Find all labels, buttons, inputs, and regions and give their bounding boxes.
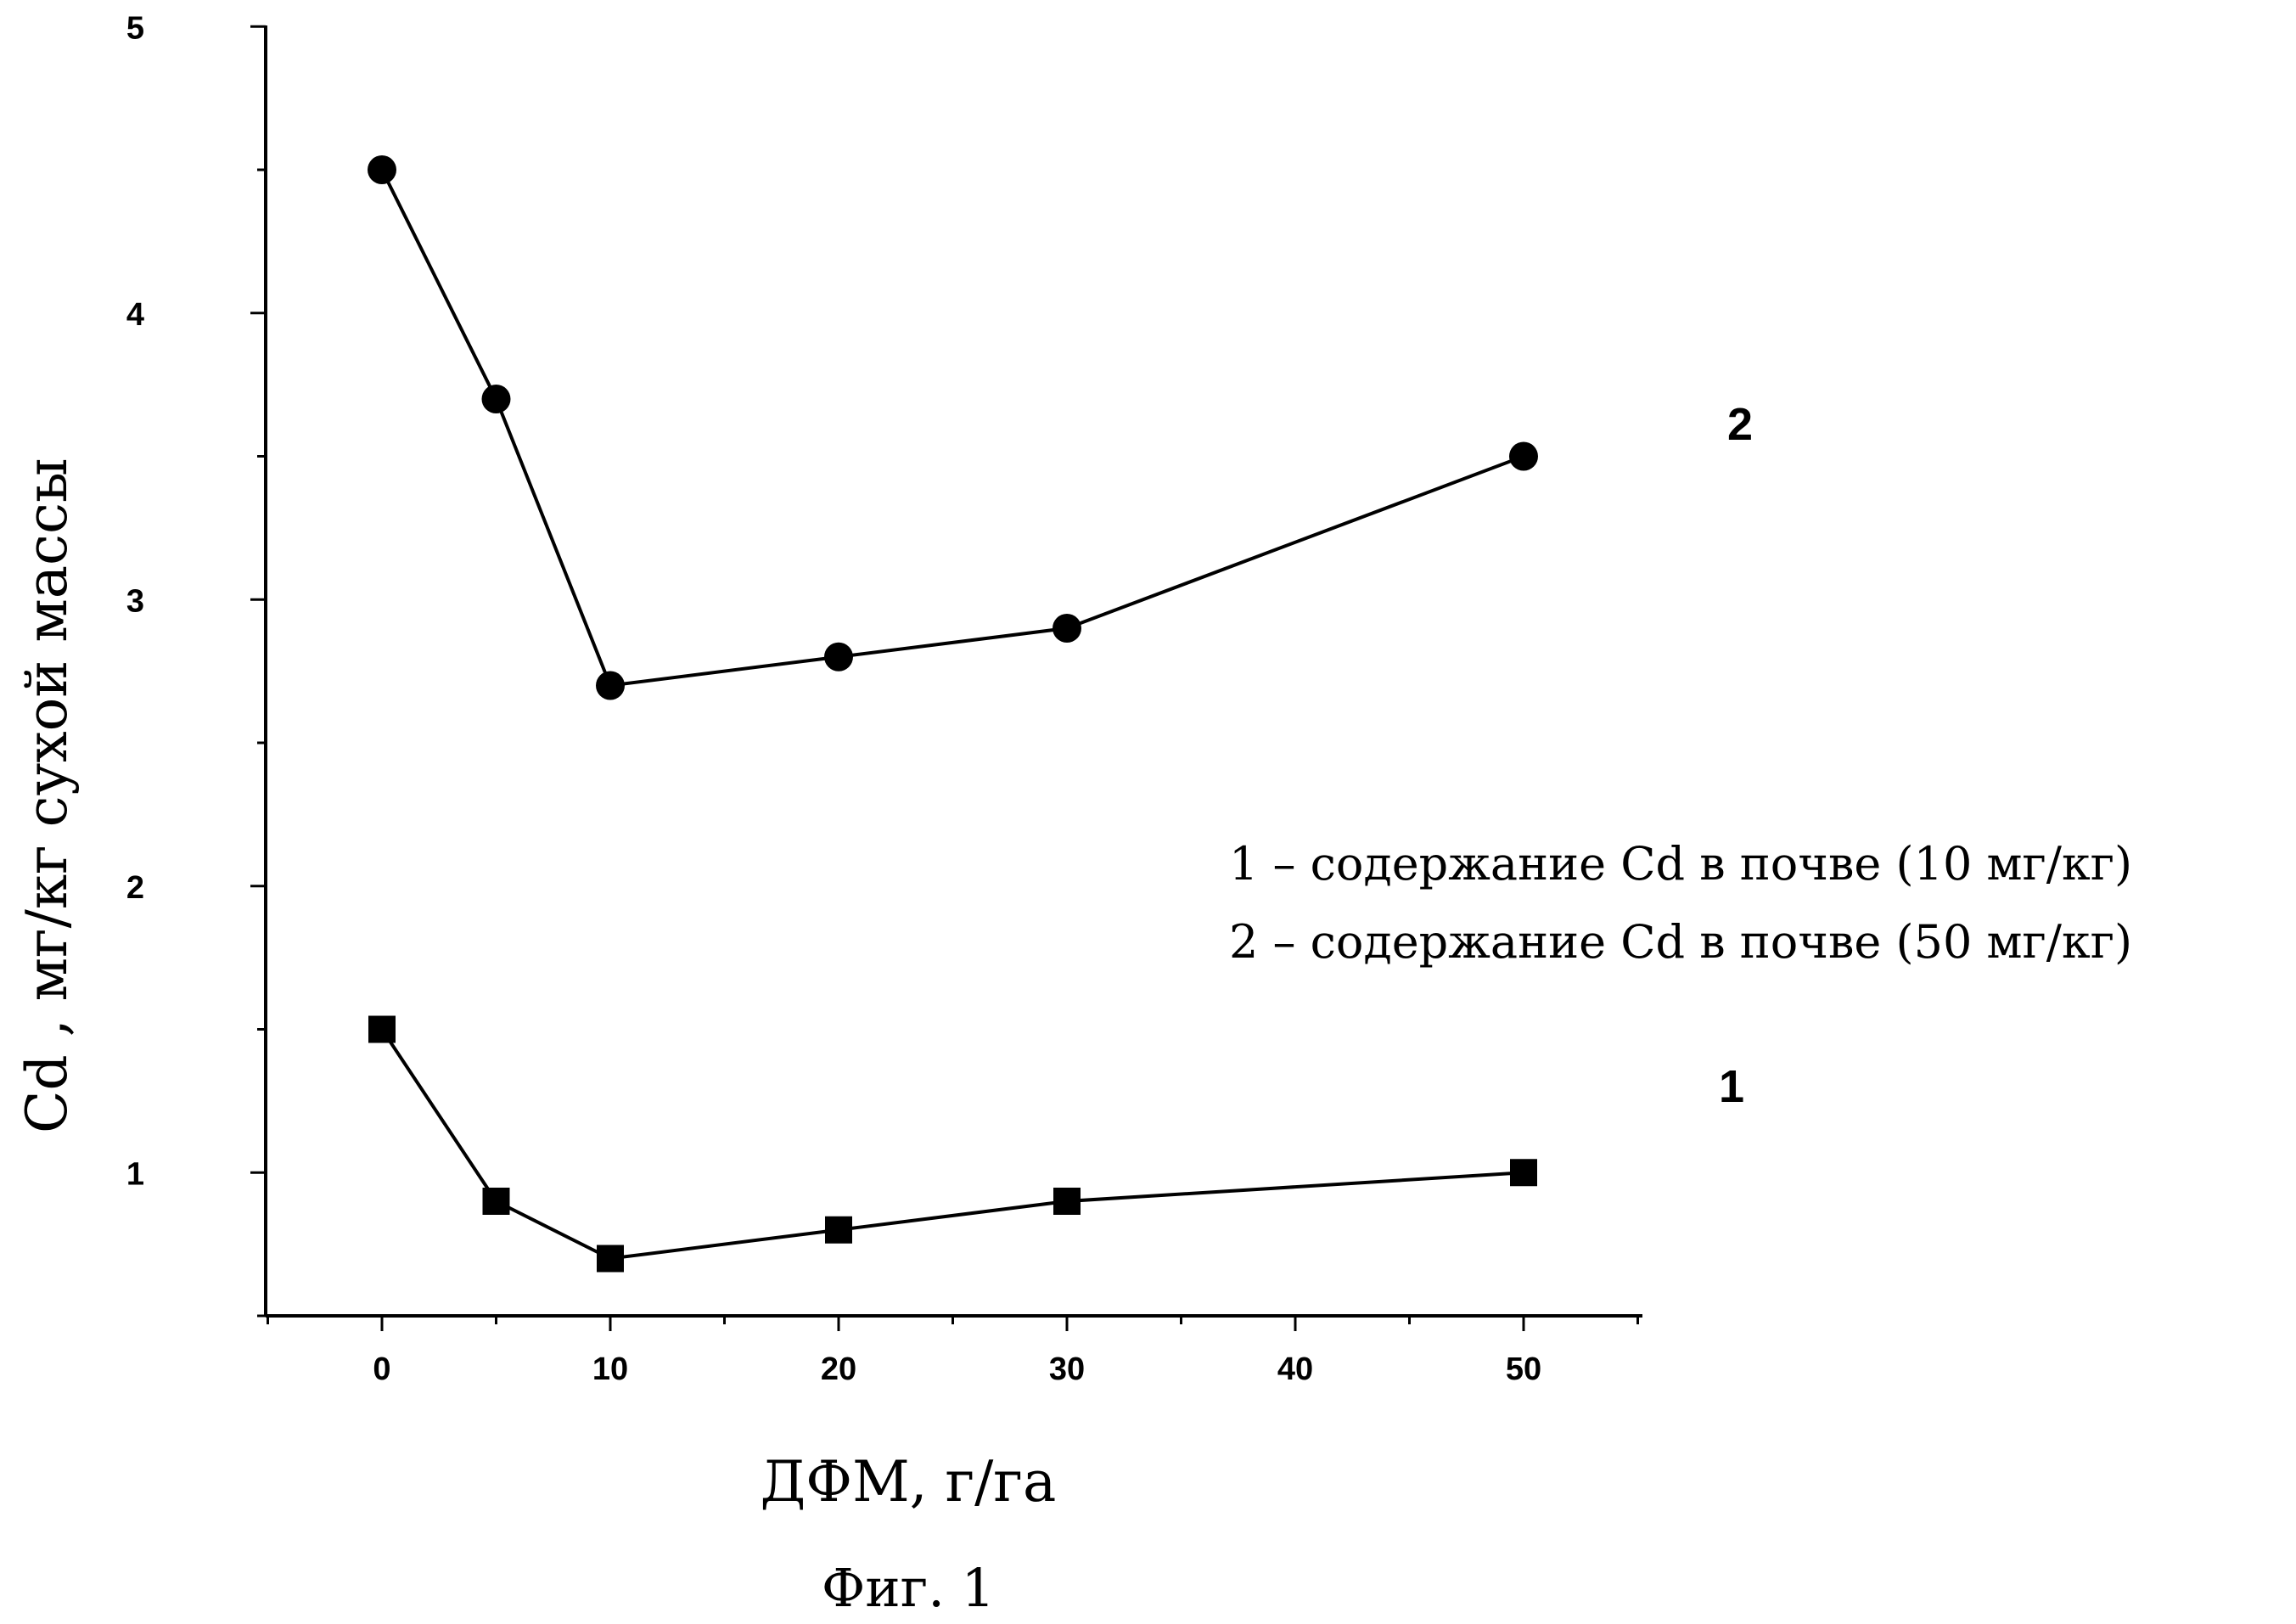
series-2-point: [1053, 614, 1081, 643]
series-2-point: [824, 643, 853, 672]
figure-caption: Фиг. 1: [822, 1557, 995, 1619]
series-1-point: [825, 1217, 852, 1244]
y-tick-label: 2: [126, 870, 144, 906]
series-1-line: [382, 1030, 1524, 1259]
series-2-line: [382, 170, 1524, 686]
y-tick-label: 4: [126, 297, 144, 333]
series-1-point: [483, 1188, 510, 1215]
series-2-point: [368, 155, 396, 184]
series-1-label: 1: [1719, 1061, 1744, 1112]
series-2-point: [1509, 442, 1538, 471]
x-tick-label: 10: [592, 1351, 628, 1387]
series-1-point: [597, 1245, 624, 1273]
x-tick-label: 40: [1277, 1351, 1313, 1387]
y-tick-label: 3: [126, 583, 144, 619]
x-tick-label: 0: [373, 1351, 390, 1387]
legend-entry-2: 2 – содержание Cd в почве (50 мг/кг): [1229, 915, 2132, 969]
series-2-point: [482, 385, 511, 413]
x-ticks: 0 10 20 30 40 50: [268, 1316, 1638, 1387]
series-2-point: [596, 672, 625, 700]
x-tick-label: 30: [1049, 1351, 1085, 1387]
series-1-point: [1510, 1159, 1537, 1186]
x-axis-title: ДФМ, г/га: [761, 1449, 1057, 1514]
series-2-label: 2: [1727, 399, 1753, 450]
legend-entry-1: 1 – содержание Cd в почве (10 мг/кг): [1229, 837, 2132, 891]
y-ticks: 1 2 3 4 5: [126, 10, 266, 1316]
y-tick-label: 5: [126, 10, 144, 46]
series-1-point: [1053, 1188, 1081, 1215]
legend: 1 – содержание Cd в почве (10 мг/кг) 2 –…: [1229, 837, 2132, 969]
y-tick-label: 1: [126, 1156, 144, 1192]
series-layer: [368, 155, 1538, 1273]
series-1-point: [368, 1016, 396, 1043]
x-tick-label: 20: [821, 1351, 856, 1387]
x-tick-label: 50: [1506, 1351, 1541, 1387]
y-axis-title: Cd , мг/кг сухой массы: [14, 458, 80, 1133]
